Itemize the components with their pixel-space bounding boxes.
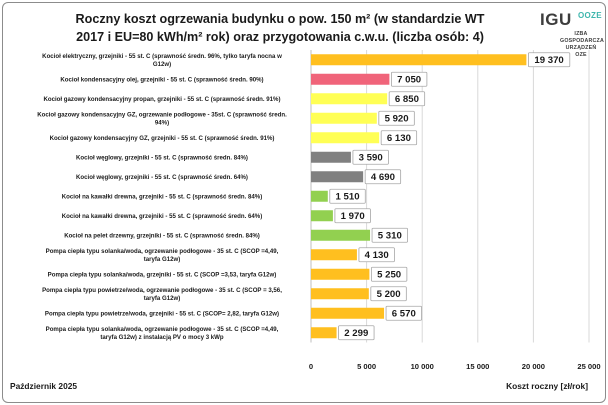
value-label-box (364, 169, 402, 185)
x-tick-label: 25 000 (577, 362, 600, 371)
value-label: 5 310 (378, 231, 402, 242)
bar (311, 54, 527, 66)
value-label-box (388, 91, 426, 107)
x-tick-label: 0 (309, 362, 313, 371)
bar (311, 93, 388, 105)
category-label: Kocioł na kawałki drewna, grzejniki - 55… (62, 213, 262, 220)
x-tick-label: 15 000 (466, 362, 489, 371)
category-label: Pompa ciepła typu powietrze/woda, ogrzew… (42, 287, 282, 302)
category-label: Kocioł węglowy, grzejniki - 55 st. C (sp… (76, 174, 248, 181)
category-label: Kocioł gazowy kondensacyjny GZ, grzejnik… (50, 135, 275, 142)
category-label-line: Kocioł elektryczny, grzejniki - 55 st. C… (42, 53, 282, 60)
bar (311, 210, 333, 222)
category-label-line: Kocioł gazowy kondensacyjny GZ, grzejnik… (50, 135, 275, 142)
bar (311, 171, 364, 183)
value-label: 5 250 (377, 270, 401, 281)
bar (311, 249, 357, 261)
value-label: 2 299 (344, 328, 368, 339)
category-label: Pompa ciepła typu solanka/woda, ogrzewan… (46, 248, 279, 263)
category-label-line: Pompa ciepła typu powietrze/woda, ogrzew… (42, 287, 282, 294)
category-label-line: Kocioł na kawałki drewna, grzejniki - 55… (62, 213, 262, 220)
x-tick-label: 10 000 (411, 362, 434, 371)
value-label-box (338, 325, 375, 341)
value-label-box (385, 305, 422, 321)
category-label-line: G12w) (153, 61, 171, 68)
bar (311, 307, 385, 319)
logo-sub-text: OOZE (578, 11, 602, 20)
value-label-box (334, 208, 371, 224)
value-label-box (352, 149, 389, 165)
value-label-box (370, 286, 407, 302)
x-tick-label: 5 000 (357, 362, 376, 371)
category-label: Pompa ciepła typu solanka/woda, grzejnik… (48, 271, 277, 278)
category-label: Kocioł elektryczny, grzejniki - 55 st. C… (42, 53, 282, 68)
value-label: 5 200 (377, 289, 401, 300)
category-label-line: 94%) (155, 119, 169, 126)
category-label: Kocioł kondensacyjny olej, grzejniki - 5… (60, 76, 263, 83)
category-label: Kocioł gazowy kondensacyjny propan, grze… (43, 96, 280, 103)
category-label-line: Kocioł na kawałki drewna, grzejniki - 55… (62, 193, 262, 200)
value-label: 7 050 (397, 75, 421, 86)
value-label-box (527, 52, 571, 68)
value-label: 5 920 (385, 114, 409, 125)
category-label-line: Pompa ciepła typu solanka/woda, ogrzewan… (46, 248, 279, 255)
logo-line: OZE (575, 52, 587, 58)
category-label-line: Kocioł gazowy kondensacyjny propan, grze… (43, 96, 280, 103)
category-label-line: Kocioł na pelet drzewny, grzejniki - 55 … (64, 232, 260, 239)
value-label-box (390, 71, 428, 87)
value-label: 19 370 (534, 55, 563, 66)
bar (311, 190, 328, 202)
category-label: Kocioł gazowy kondensacyjny GZ, ogrzewan… (37, 111, 287, 126)
bar (311, 151, 351, 163)
bar (311, 288, 369, 300)
category-label-line: Pompa ciepła typu powietrze/woda, grzejn… (45, 310, 279, 317)
category-label-line: taryfa G12w) (144, 256, 181, 263)
category-label: Kocioł węglowy, grzejniki - 55 st. C (sp… (76, 154, 248, 161)
value-label-box (380, 130, 418, 146)
value-label-box (358, 247, 395, 263)
category-label-line: Kocioł węglowy, grzejniki - 55 st. C (sp… (76, 174, 248, 181)
bar (311, 73, 390, 85)
igu-logo: IGU OOZE IZBA GOSPODARCZA URZĄDZEŃ OZE (540, 10, 604, 60)
bar (311, 229, 371, 241)
date-label: Październik 2025 (10, 381, 78, 391)
category-label-line: taryfa G12w) (144, 295, 181, 302)
value-label-box (370, 266, 408, 282)
logo-line: IZBA (574, 31, 588, 37)
value-label-box (378, 110, 415, 126)
category-label-line: Kocioł gazowy kondensacyjny GZ, ogrzewan… (37, 111, 287, 118)
value-label: 4 690 (371, 172, 395, 183)
category-label: Pompa ciepła typu powietrze/woda, grzejn… (45, 310, 279, 317)
logo-line: GOSPODARCZA (560, 38, 604, 44)
category-label: Kocioł na kawałki drewna, grzejniki - 55… (62, 193, 262, 200)
value-label-box (371, 227, 408, 243)
value-label: 6 850 (395, 94, 419, 105)
bar (311, 268, 370, 280)
category-label: Pompa ciepła typu solanka/woda, ogrzewan… (46, 326, 279, 341)
value-label: 1 510 (336, 192, 360, 203)
value-label: 1 970 (341, 211, 365, 222)
category-label-line: Pompa ciepła typu solanka/woda, grzejnik… (48, 271, 277, 278)
value-label-box (329, 188, 366, 204)
value-label: 3 590 (359, 153, 383, 164)
value-label: 6 130 (387, 133, 411, 144)
bar (311, 132, 380, 144)
value-label: 4 130 (365, 250, 389, 261)
logo-main-text: IGU (540, 10, 572, 29)
value-label: 6 570 (392, 309, 416, 320)
chart-title: Roczny koszt ogrzewania budynku o pow. 1… (75, 12, 485, 44)
bar (311, 112, 377, 124)
category-label-line: Kocioł węglowy, grzejniki - 55 st. C (sp… (76, 154, 248, 161)
x-axis-label: Koszt roczny [zł/rok] (506, 381, 588, 391)
category-label-line: Kocioł kondensacyjny olej, grzejniki - 5… (60, 76, 263, 83)
category-label-line: Pompa ciepła typu solanka/woda, ogrzewan… (46, 326, 279, 333)
x-tick-label: 20 000 (522, 362, 545, 371)
logo-line: URZĄDZEŃ (565, 45, 597, 51)
bar (311, 327, 337, 339)
category-label-line: taryfa G12w) z instalacją PV o mocy 3 kW… (100, 334, 224, 341)
category-label: Kocioł na pelet drzewny, grzejniki - 55 … (64, 232, 260, 239)
